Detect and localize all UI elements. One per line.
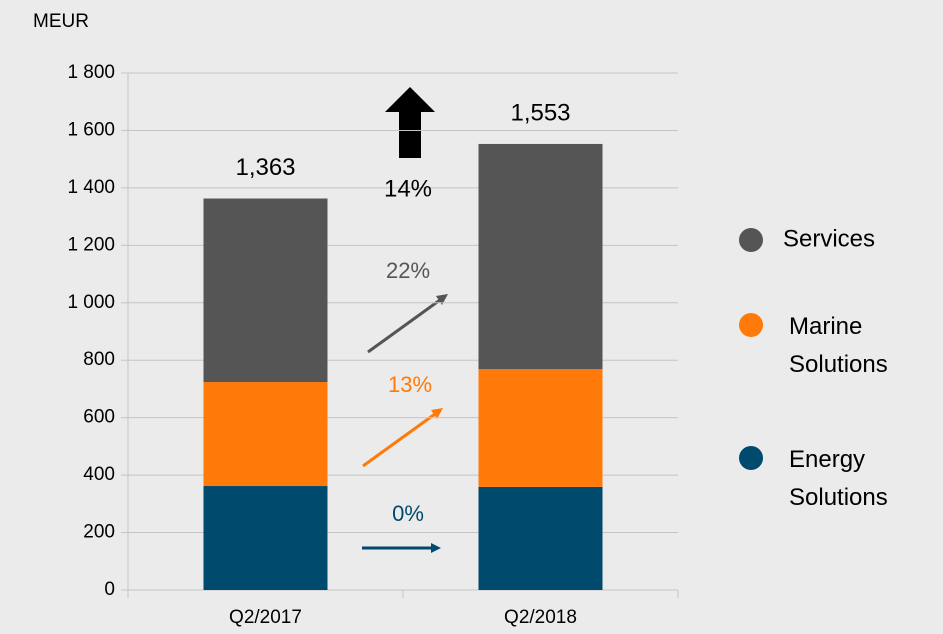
y-tick-label: 800	[83, 349, 115, 370]
growth-label: 0%	[392, 501, 424, 526]
bar-segment	[478, 486, 603, 590]
bar-segment	[203, 382, 328, 487]
bar-segment	[203, 198, 328, 383]
y-tick-label: 1 400	[67, 177, 115, 198]
growth-label: 13%	[388, 372, 432, 397]
legend-label: Marine Solutions	[789, 313, 888, 378]
y-tick-label: 1 600	[67, 119, 115, 140]
arrow-head	[431, 543, 441, 553]
y-tick-label: 0	[104, 579, 115, 600]
y-tick-label: 200	[83, 522, 115, 543]
arrow	[362, 412, 436, 468]
legend-marker	[739, 446, 763, 470]
y-axis-label: MEUR	[33, 11, 89, 32]
bar-segment	[478, 369, 603, 487]
total-label: 1,553	[510, 99, 570, 126]
y-tick-label: 1 200	[67, 234, 115, 255]
y-tick-label: 600	[83, 407, 115, 428]
total-label: 1,363	[235, 154, 295, 181]
legend-label: Energy Solutions	[789, 446, 888, 511]
arrow-head	[431, 408, 443, 419]
bar-segment	[203, 486, 328, 590]
bar-segment	[478, 143, 603, 370]
legend-label: Services	[783, 225, 875, 252]
y-tick-label: 1 000	[67, 292, 115, 313]
legend-marker	[739, 313, 763, 337]
x-tick-label: Q2/2017	[229, 607, 302, 628]
y-tick-label: 400	[83, 464, 115, 485]
x-tick-label: Q2/2018	[504, 607, 577, 628]
arrow-head	[436, 294, 448, 305]
legend-marker	[739, 228, 763, 252]
arrow	[367, 298, 441, 354]
growth-arrow	[385, 87, 435, 158]
y-tick-label: 1 800	[67, 62, 115, 83]
trend-arrows	[362, 294, 448, 553]
growth-label: 14%	[384, 175, 432, 202]
growth-label: 22%	[386, 258, 430, 283]
